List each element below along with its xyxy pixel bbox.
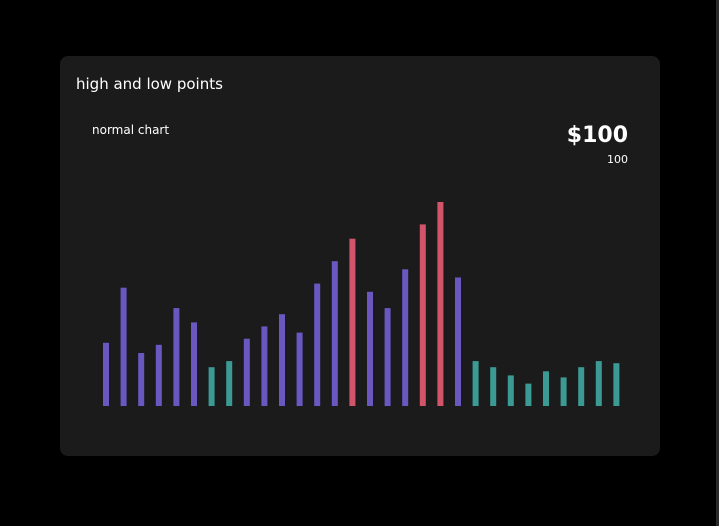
bar-high — [437, 202, 444, 406]
bar-low — [208, 367, 215, 406]
bar-normal — [120, 287, 127, 406]
bar-normal — [331, 261, 338, 406]
bar-normal — [138, 353, 145, 406]
bar-normal — [384, 308, 391, 406]
bar-low — [490, 367, 497, 406]
card-title: high and low points — [76, 75, 223, 93]
bar-normal — [261, 326, 268, 406]
bar-low — [578, 367, 585, 406]
bar-normal — [191, 322, 197, 406]
bar-normal — [243, 338, 250, 406]
bar-low — [507, 375, 514, 406]
bar-normal — [314, 283, 321, 406]
price-subvalue: 100 — [607, 153, 628, 166]
price-value: $100 — [566, 123, 628, 148]
bar-low — [613, 363, 620, 406]
bar-normal — [296, 332, 303, 406]
bar-low — [472, 361, 479, 406]
bar-normal — [279, 314, 285, 406]
bar-high — [349, 238, 356, 406]
bar-low — [525, 383, 532, 406]
window-edge — [716, 0, 719, 526]
bar-low — [543, 371, 549, 406]
bar-low — [595, 361, 602, 406]
bar-high — [419, 224, 426, 406]
bar-normal — [173, 308, 180, 406]
bar-normal — [455, 277, 461, 406]
bar-low — [226, 361, 233, 406]
bar-normal — [367, 291, 373, 406]
bar-normal — [402, 269, 409, 406]
chart-subtitle: normal chart — [92, 123, 170, 137]
bar-normal — [103, 342, 109, 406]
bar-normal — [155, 344, 162, 406]
bar-low — [560, 377, 567, 406]
